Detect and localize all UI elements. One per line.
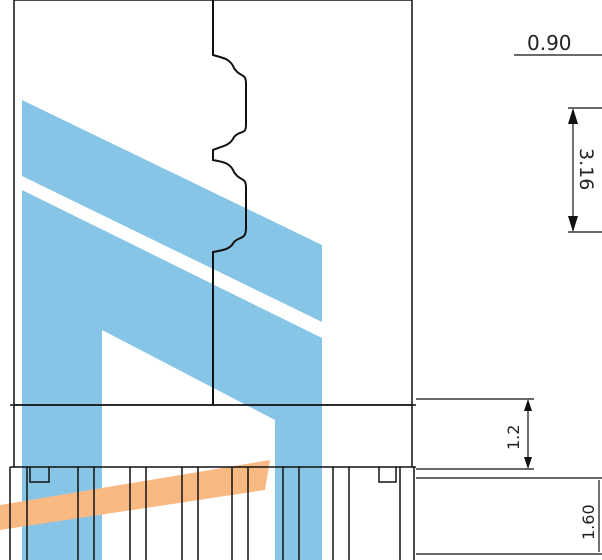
pin-4 [181, 467, 199, 560]
pin-6 [282, 467, 300, 560]
dimension-base-arrow-up [524, 399, 532, 411]
dimension-base-arrow-down [524, 457, 532, 469]
pin-1 [9, 467, 28, 560]
watermark-orange-stripe [0, 460, 270, 530]
pin-row [9, 467, 415, 560]
dimension-slot-arrow-up [568, 108, 578, 124]
dimension-base-height: 1.2 [416, 398, 534, 470]
dimension-base-label: 1.2 [504, 425, 523, 450]
center-parting-line [212, 0, 247, 405]
pin-8-tab [378, 467, 397, 483]
dimension-slot-height: 3.16 [568, 107, 602, 233]
pin-5 [231, 467, 249, 560]
dimension-slot-arrow-down [568, 216, 578, 232]
dimension-pin-length: 1.60 [416, 477, 602, 555]
dimension-top-width: 0.90 [514, 31, 602, 56]
watermark-upper-stripe [22, 100, 322, 322]
dimension-pin-label: 1.60 [579, 504, 598, 540]
dimension-top-width-label: 0.90 [527, 31, 572, 55]
dimension-slot-label: 3.16 [575, 148, 597, 190]
pin-3 [129, 467, 147, 560]
pin-7 [332, 467, 350, 560]
pin-2 [77, 467, 95, 560]
pin-1-tab [29, 467, 50, 483]
watermark-logo [0, 100, 322, 560]
pin-8 [399, 467, 415, 560]
